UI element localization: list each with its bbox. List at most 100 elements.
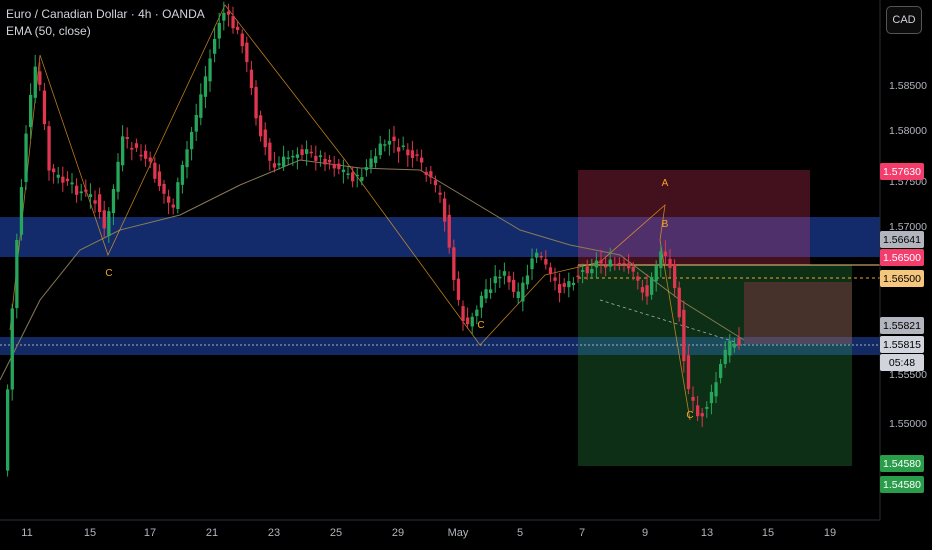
candle-up	[590, 268, 594, 274]
candle-down	[466, 317, 470, 325]
candle-up	[107, 211, 111, 237]
candle-up	[719, 364, 723, 378]
candle-down	[691, 396, 695, 401]
symbol-title[interactable]: Euro / Canadian Dollar · 4h · OANDA	[6, 7, 205, 21]
candle-up	[364, 167, 369, 171]
candle-up	[378, 143, 382, 156]
candle-up	[723, 349, 727, 365]
currency-button[interactable]: CAD	[886, 6, 922, 34]
candle-down	[139, 154, 143, 157]
candle-down	[65, 178, 70, 182]
target-tag-2: 1.54580	[880, 476, 924, 493]
candle-down	[102, 210, 106, 229]
candle-down	[309, 151, 313, 154]
candle-up	[535, 252, 539, 258]
order-tag: 1.56500	[880, 270, 924, 287]
candle-down	[98, 194, 102, 212]
time-axis-label: 21	[205, 527, 219, 539]
candle-down	[622, 263, 626, 265]
candle-up	[33, 66, 37, 98]
candle-down	[599, 260, 603, 264]
candle-up	[88, 194, 93, 198]
candle-up	[355, 174, 359, 177]
candle-up	[19, 187, 24, 235]
candle-down	[157, 171, 162, 187]
candle-down	[631, 266, 635, 272]
candle-up	[282, 156, 286, 167]
candle-down	[443, 198, 447, 222]
candle-up	[659, 251, 663, 269]
candle-down	[429, 171, 433, 178]
candle-up	[387, 140, 392, 145]
candle-down	[351, 172, 355, 182]
candle-down	[42, 90, 47, 125]
candle-up	[116, 161, 120, 192]
price-axis-label: 1.58000	[889, 125, 927, 137]
time-axis-label: 5	[516, 527, 524, 539]
level-tag: 1.56641	[880, 231, 924, 248]
candle-up	[608, 259, 612, 267]
ema-tag: 1.55821	[880, 317, 924, 334]
candle-up	[15, 239, 19, 309]
candle-up	[502, 271, 507, 276]
candle-up	[521, 282, 525, 302]
candle-down	[627, 263, 631, 269]
candle-up	[489, 289, 493, 293]
time-axis-label: 19	[823, 527, 837, 539]
pattern-point-label: B	[662, 219, 669, 230]
candle-down	[226, 11, 231, 15]
candle-up	[346, 173, 350, 175]
candle-down	[406, 149, 410, 156]
candle-down	[682, 309, 686, 362]
candle-up	[401, 145, 405, 148]
candle-up	[208, 58, 212, 82]
candle-down	[125, 137, 129, 139]
candle-down	[75, 185, 79, 195]
candle-down	[553, 277, 557, 281]
candle-up	[594, 260, 599, 268]
price-axis-label: 1.58500	[889, 80, 927, 92]
price-axis-label: 1.55000	[889, 418, 927, 430]
candle-up	[29, 94, 33, 128]
candle-down	[438, 192, 442, 195]
candle-up	[650, 276, 654, 295]
candle-up	[295, 154, 300, 158]
candle-down	[134, 143, 139, 148]
candle-up	[217, 22, 221, 39]
candle-down	[433, 180, 438, 186]
stop-loss-area	[578, 170, 810, 265]
candle-up	[525, 275, 530, 285]
candle-up	[176, 182, 180, 210]
time-axis-label: 13	[700, 527, 714, 539]
candle-down	[539, 255, 543, 258]
candle-up	[203, 76, 208, 97]
candle-down	[337, 163, 341, 170]
candle-down	[424, 171, 428, 176]
candle-down	[544, 259, 548, 265]
candle-down	[668, 258, 672, 268]
candle-down	[314, 155, 318, 161]
candle-up	[571, 282, 576, 286]
candle-down	[144, 150, 148, 159]
candle-up	[56, 174, 60, 178]
candle-up	[484, 289, 488, 299]
indicator-label[interactable]: EMA (50, close)	[6, 24, 91, 38]
candle-down	[447, 214, 451, 248]
candle-down	[548, 267, 553, 275]
candle-down	[245, 42, 249, 63]
candle-down	[167, 196, 171, 203]
take-profit-area	[578, 265, 852, 466]
candle-down	[268, 142, 272, 161]
time-axis-label: 23	[267, 527, 281, 539]
candle-down	[240, 33, 244, 47]
candle-down	[636, 276, 640, 281]
candle-down	[231, 16, 235, 29]
time-axis-label: 7	[578, 527, 586, 539]
candle-down	[663, 251, 668, 257]
chart-legend: Euro / Canadian Dollar · 4h · OANDA EMA …	[6, 6, 205, 40]
candle-up	[516, 291, 520, 298]
candle-down	[456, 278, 461, 300]
candle-down	[153, 162, 157, 179]
